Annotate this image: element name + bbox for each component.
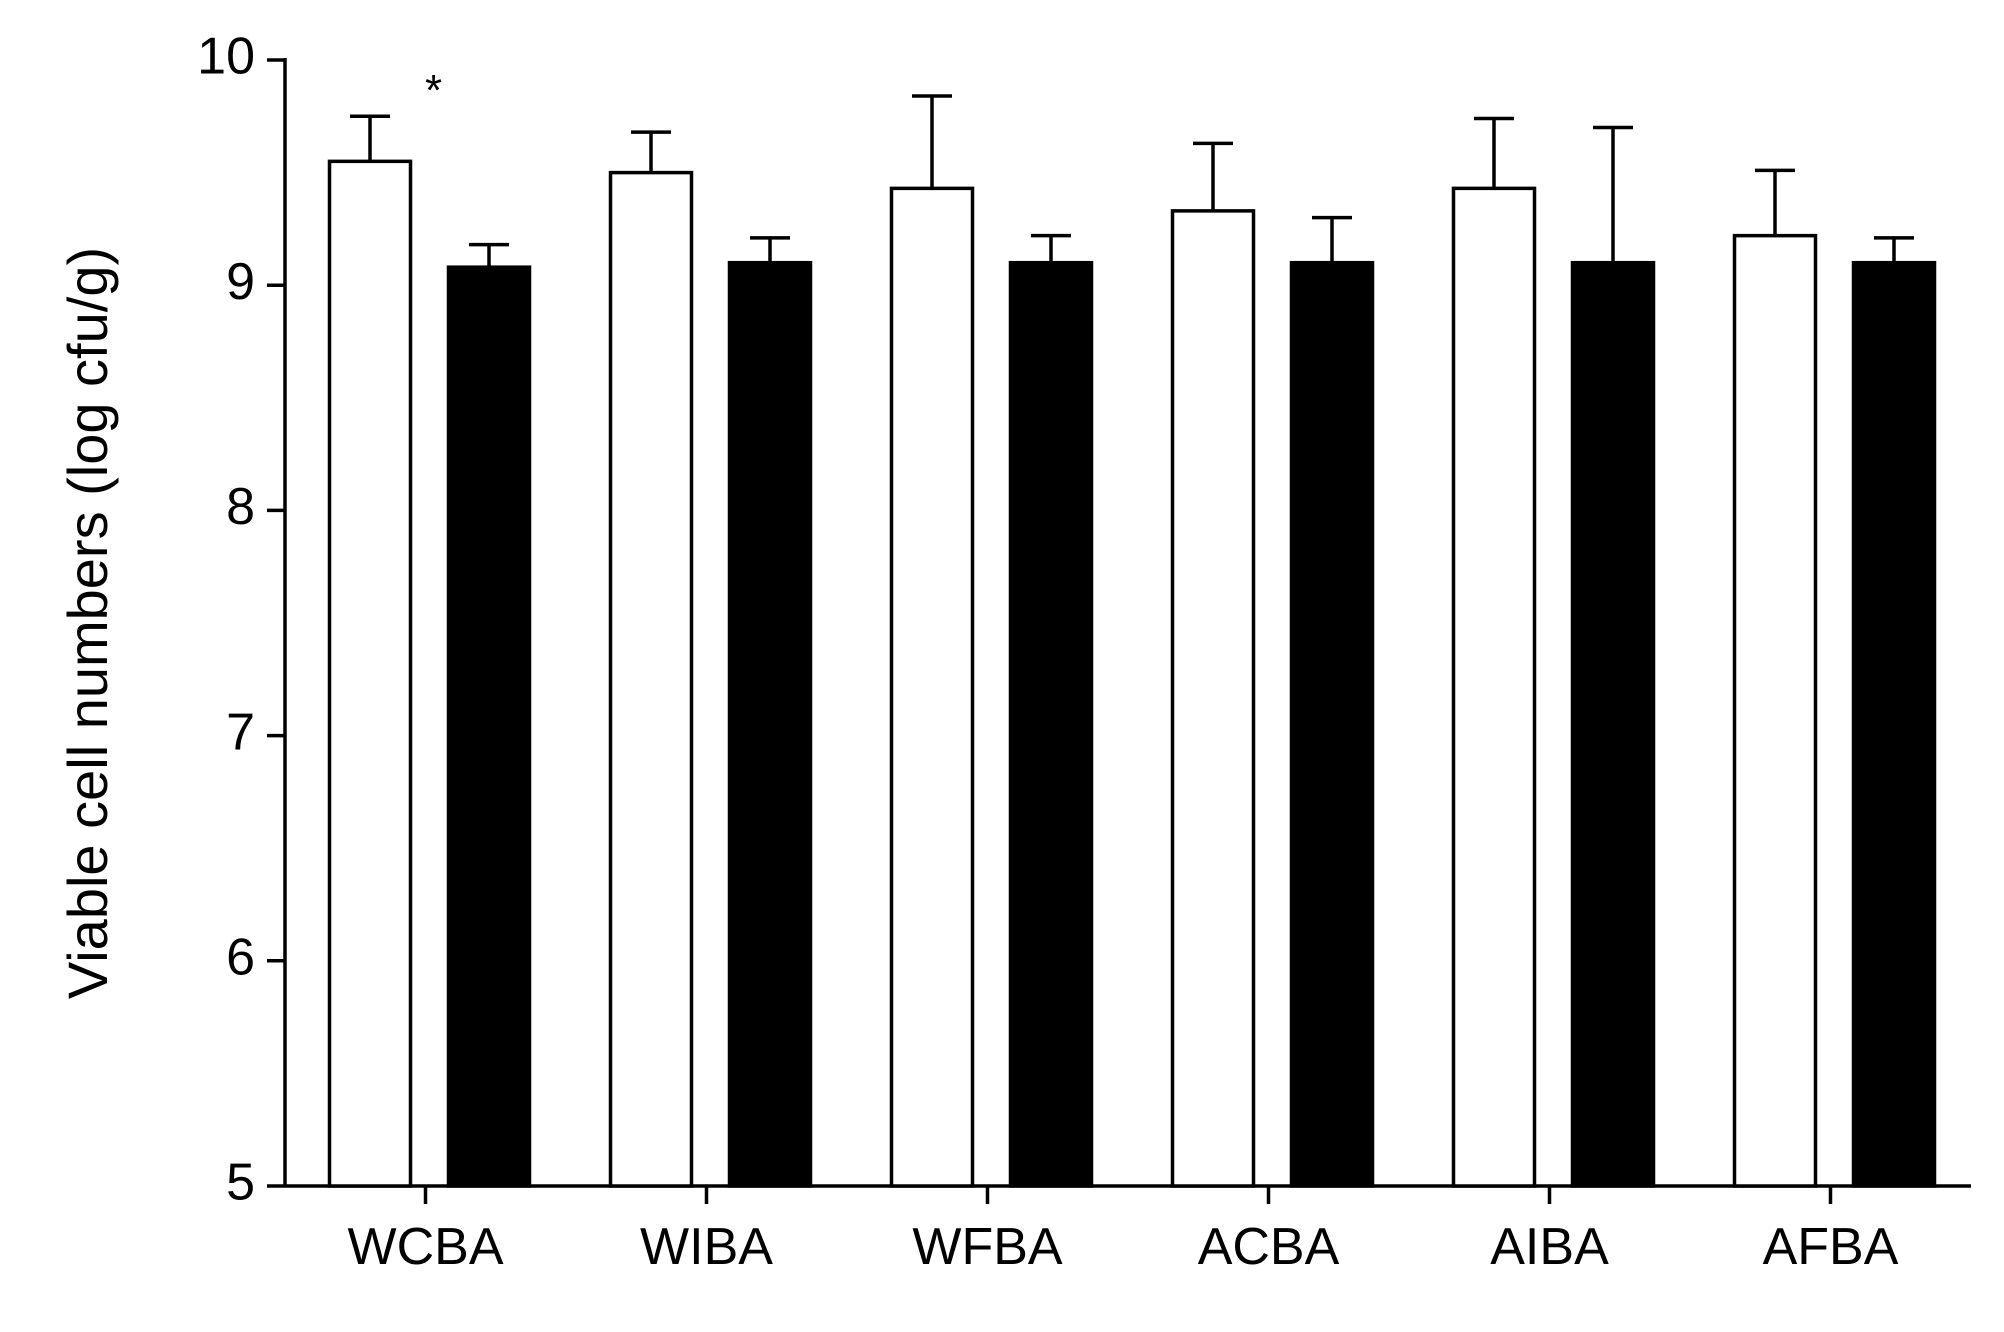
bar <box>1732 233 1818 1188</box>
bar <box>1570 260 1656 1188</box>
annotation: * <box>425 66 442 115</box>
y-tick-label: 9 <box>226 253 255 311</box>
x-tick-label: WCBA <box>348 1218 504 1276</box>
bar <box>1170 209 1256 1188</box>
y-tick-label: 8 <box>226 478 255 536</box>
y-tick-label: 7 <box>226 703 255 761</box>
bar <box>1008 260 1094 1188</box>
y-tick-label: 6 <box>226 929 255 987</box>
bar <box>608 170 694 1188</box>
y-tick-label: 10 <box>197 28 255 86</box>
y-tick-label: 5 <box>226 1154 255 1212</box>
x-tick-label: ACBA <box>1198 1218 1340 1276</box>
y-axis-label: Viable cell numbers (log cfu/g) <box>56 247 119 999</box>
bar <box>446 265 532 1188</box>
bar <box>327 159 413 1188</box>
bar <box>1451 186 1537 1188</box>
x-tick-label: AFBA <box>1763 1218 1899 1276</box>
x-tick-label: WIBA <box>640 1218 773 1276</box>
bar <box>1289 260 1375 1188</box>
bar <box>727 260 813 1188</box>
bar <box>1851 260 1937 1188</box>
x-tick-label: WFBA <box>912 1218 1063 1276</box>
x-tick-label: AIBA <box>1490 1218 1609 1276</box>
bar <box>889 186 975 1188</box>
